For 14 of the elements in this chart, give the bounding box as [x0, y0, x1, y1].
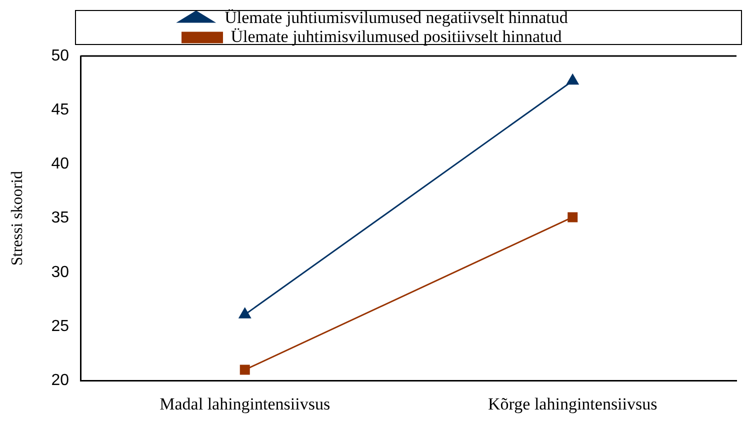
y-tick-label: 40 — [51, 156, 70, 173]
point — [568, 212, 578, 222]
y-tick-label: 50 — [51, 47, 70, 64]
legend-label: Ülemate juhtimisvilumused positiivselt hinnatud — [230, 26, 562, 46]
x-tick-label: Madal lahingintensiivsus — [160, 394, 330, 414]
y-tick-label: 20 — [51, 372, 70, 390]
y-tick-label: 25 — [51, 318, 70, 335]
y-axis-title: Stressi skoorid — [8, 170, 26, 266]
y-tick-label: 30 — [51, 264, 70, 281]
y-tick-label: 45 — [51, 102, 70, 119]
y-tick-label: 35 — [51, 210, 70, 227]
x-tick-label: Kõrge lahingintensiivsus — [488, 394, 658, 414]
legend-label: Ülemate juhtiumisvilumused negatiivselt hinnatud — [224, 8, 568, 27]
point — [240, 364, 250, 375]
